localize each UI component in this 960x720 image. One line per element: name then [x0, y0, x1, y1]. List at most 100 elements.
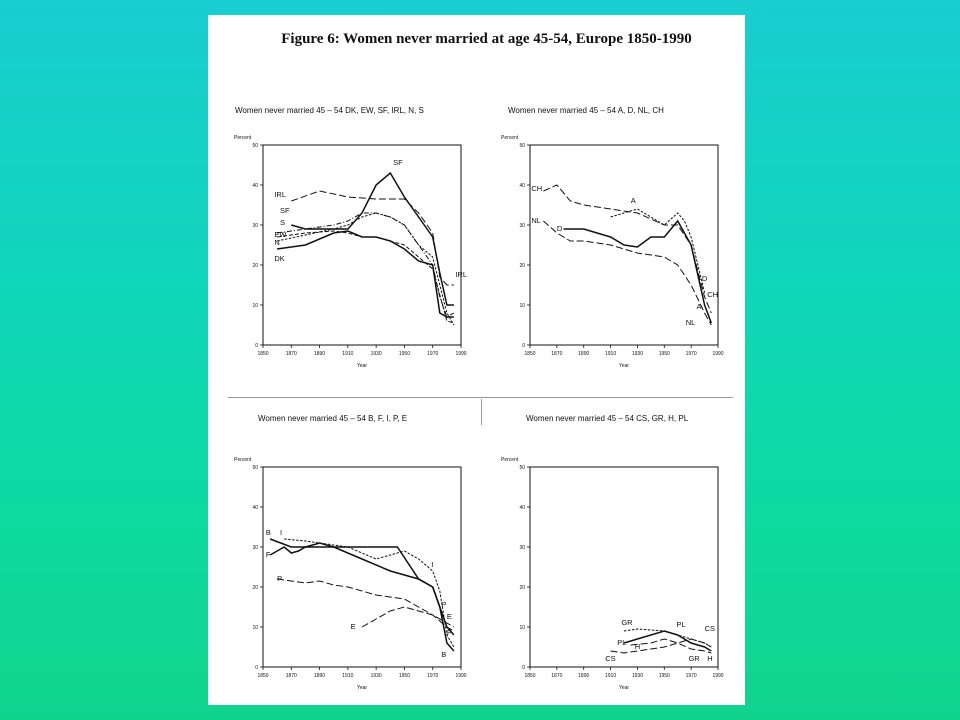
- series-label-sf: SF: [393, 158, 403, 167]
- series-label-d: D: [557, 224, 563, 233]
- x-tick-label: 1930: [632, 351, 643, 357]
- series-label-ew: EW: [274, 230, 287, 239]
- series-label-cs: CS: [705, 624, 715, 633]
- y-axis-label: Percent: [501, 135, 519, 141]
- x-axis-label: Year: [357, 363, 367, 369]
- x-tick-label: 1990: [712, 673, 723, 679]
- y-tick-label: 20: [252, 263, 258, 269]
- x-tick-label: 1950: [399, 351, 410, 357]
- y-axis-label: Percent: [501, 457, 519, 463]
- series-label-dk: DK: [274, 254, 284, 263]
- series-label-a: A: [697, 302, 702, 311]
- x-tick-label: 1990: [455, 351, 466, 357]
- x-tick-label: 1890: [314, 351, 325, 357]
- x-tick-label: 1870: [286, 351, 297, 357]
- series-line-p: [277, 578, 455, 632]
- y-tick-label: 10: [252, 625, 258, 631]
- chart-panel-top-left: Women never married 45 – 54 DK, EW, SF, …: [234, 106, 467, 369]
- x-tick-label: 1850: [257, 351, 268, 357]
- y-tick-label: 30: [519, 223, 525, 229]
- y-tick-label: 0: [255, 665, 258, 671]
- y-tick-label: 20: [252, 585, 258, 591]
- figure-page: Figure 6: Women never married at age 45-…: [208, 15, 745, 705]
- x-tick-label: 1970: [427, 351, 438, 357]
- x-tick-label: 1970: [686, 673, 697, 679]
- vertical-divider: [481, 399, 482, 425]
- series-line-pl: [623, 630, 712, 652]
- series-label-gr: GR: [688, 654, 700, 663]
- chart-panel-bottom-right: Women never married 45 – 54 CS, GR, H, P…: [501, 414, 724, 691]
- series-label-ch: CH: [707, 290, 718, 299]
- x-tick-label: 1910: [342, 673, 353, 679]
- series-label-b: B: [266, 528, 271, 537]
- series-line-a: [610, 208, 706, 294]
- series-line-gr: [623, 628, 712, 648]
- y-tick-label: 20: [519, 263, 525, 269]
- plot-frame: [529, 466, 719, 668]
- y-tick-label: 30: [519, 545, 525, 551]
- figure-title: Figure 6: Women never married at age 45-…: [281, 31, 692, 47]
- y-tick-label: 40: [519, 183, 525, 189]
- panel-title: Women never married 45 – 54 A, D, NL, CH: [508, 106, 664, 115]
- y-tick-label: 10: [252, 303, 258, 309]
- x-tick-label: 1870: [286, 673, 297, 679]
- y-tick-label: 40: [519, 505, 525, 511]
- x-tick-label: 1890: [578, 351, 589, 357]
- series-line-ch: [543, 184, 712, 314]
- series-label-e: E: [351, 622, 356, 631]
- series-line-s: [277, 212, 455, 318]
- series-line-n: [276, 212, 455, 326]
- y-tick-label: 50: [252, 143, 258, 149]
- x-tick-label: 1850: [257, 673, 268, 679]
- x-tick-label: 1970: [427, 673, 438, 679]
- series-line-e: [361, 606, 455, 628]
- x-tick-label: 1910: [605, 673, 616, 679]
- x-tick-label: 1850: [524, 351, 535, 357]
- series-label-f: F: [266, 550, 271, 559]
- y-tick-label: 50: [519, 465, 525, 471]
- y-tick-label: 0: [522, 665, 525, 671]
- x-tick-label: 1930: [371, 351, 382, 357]
- series-label-h: H: [635, 642, 640, 651]
- y-axis-label: Percent: [234, 457, 252, 463]
- series-line-nl: [543, 220, 712, 326]
- series-label-pl: PL: [617, 638, 626, 647]
- x-tick-label: 1990: [712, 351, 723, 357]
- x-axis-label: Year: [619, 685, 629, 691]
- x-tick-label: 1850: [524, 673, 535, 679]
- series-line-dk: [276, 230, 454, 318]
- y-axis-label: Percent: [234, 135, 252, 141]
- series-label-nl: NL: [531, 216, 541, 225]
- y-tick-label: 0: [255, 343, 258, 349]
- panel-title: Women never married 45 – 54 DK, EW, SF, …: [235, 106, 424, 115]
- panel-title: Women never married 45 – 54 B, F, I, P, …: [258, 414, 407, 423]
- plot-frame: [262, 466, 462, 668]
- x-tick-label: 1990: [455, 673, 466, 679]
- x-tick-label: 1950: [659, 673, 670, 679]
- y-tick-label: 10: [519, 625, 525, 631]
- series-label-pl: PL: [676, 620, 685, 629]
- series-label-sf: SF: [280, 206, 290, 215]
- series-label-d: D: [702, 274, 708, 283]
- y-tick-label: 10: [519, 303, 525, 309]
- plot-frame: [262, 144, 462, 346]
- series-label-f: F: [447, 628, 452, 637]
- y-tick-label: 30: [252, 223, 258, 229]
- x-axis-label: Year: [357, 685, 367, 691]
- series-label-p: P: [441, 600, 446, 609]
- x-tick-label: 1930: [632, 673, 643, 679]
- x-tick-label: 1870: [551, 351, 562, 357]
- series-label-b: B: [441, 650, 446, 659]
- panel-title: Women never married 45 – 54 CS, GR, H, P…: [526, 414, 689, 423]
- series-label-i: I: [431, 560, 433, 569]
- x-tick-label: 1890: [314, 673, 325, 679]
- horizontal-divider: [228, 397, 733, 398]
- y-tick-label: 40: [252, 183, 258, 189]
- series-line-f: [269, 542, 455, 636]
- series-label-e: E: [447, 612, 452, 621]
- series-label-i: I: [280, 528, 282, 537]
- y-tick-label: 50: [519, 143, 525, 149]
- series-line-cs: [610, 638, 712, 654]
- y-tick-label: 40: [252, 505, 258, 511]
- x-tick-label: 1890: [578, 673, 589, 679]
